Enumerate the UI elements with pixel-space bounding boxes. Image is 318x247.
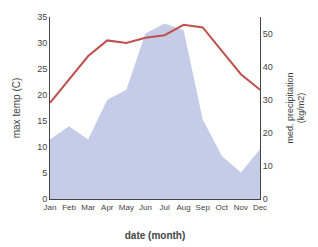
svg-text:30: 30: [37, 38, 47, 48]
svg-text:10: 10: [263, 161, 273, 171]
svg-text:20: 20: [263, 128, 273, 138]
svg-text:15: 15: [37, 116, 47, 126]
svg-text:0: 0: [263, 194, 268, 204]
svg-text:Mar: Mar: [81, 203, 95, 212]
svg-text:Jan: Jan: [44, 203, 57, 212]
svg-text:Aug: Aug: [177, 203, 191, 212]
svg-text:50: 50: [263, 29, 273, 39]
svg-text:Feb: Feb: [62, 203, 76, 212]
svg-text:Apr: Apr: [101, 203, 114, 212]
svg-text:0: 0: [42, 194, 47, 204]
svg-text:May: May: [119, 203, 134, 212]
svg-text:max temp (C): max temp (C): [11, 78, 22, 139]
svg-text:40: 40: [263, 62, 273, 72]
svg-text:20: 20: [37, 90, 47, 100]
svg-text:5: 5: [42, 168, 47, 178]
svg-text:25: 25: [37, 64, 47, 74]
svg-text:Nov: Nov: [234, 203, 248, 212]
svg-text:Dec: Dec: [253, 203, 267, 212]
svg-text:Jun: Jun: [139, 203, 152, 212]
svg-text:Oct: Oct: [216, 203, 229, 212]
svg-text:30: 30: [263, 95, 273, 105]
svg-text:Jul: Jul: [159, 203, 169, 212]
svg-text:10: 10: [37, 142, 47, 152]
svg-text:35: 35: [37, 12, 47, 22]
svg-text:Sep: Sep: [196, 203, 211, 212]
svg-text:med. precipitation(kg/m2): med. precipitation(kg/m2): [285, 72, 307, 143]
svg-text:date (month): date (month): [125, 230, 186, 241]
